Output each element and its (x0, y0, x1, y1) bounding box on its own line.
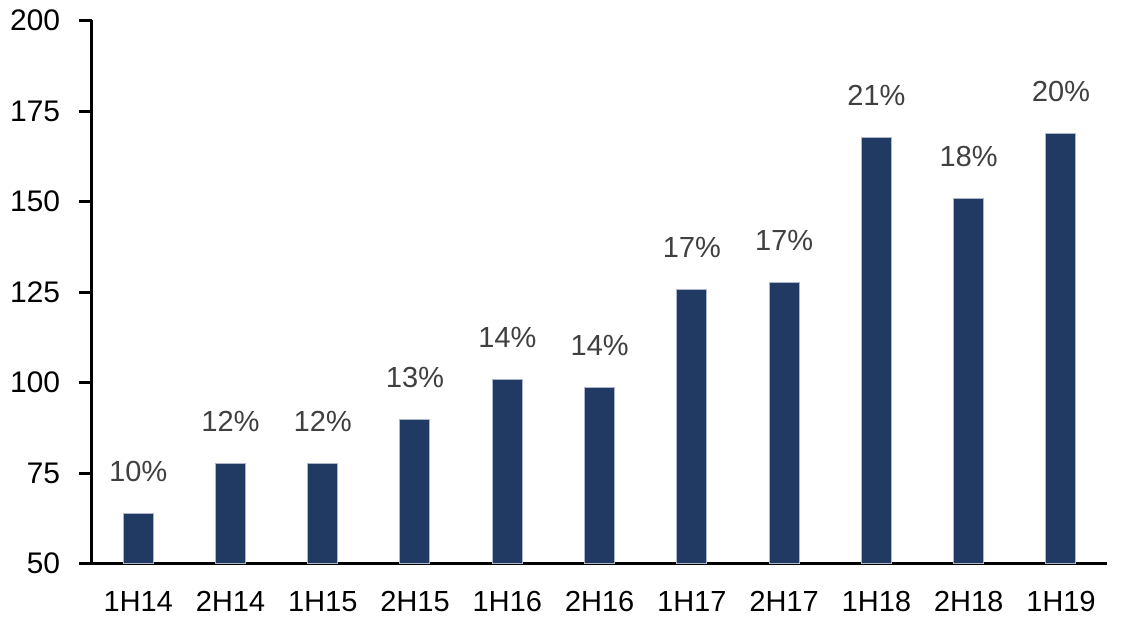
x-tick-label: 1H18 (841, 586, 911, 618)
x-tick-label: 2H14 (195, 586, 266, 618)
bar (122, 513, 154, 564)
x-tick-label: 1H17 (657, 586, 727, 618)
y-tick-label: 75 (26, 456, 60, 490)
bar-data-label: 10% (109, 456, 168, 489)
y-tick-mark (79, 19, 92, 22)
x-tick-label: 2H16 (564, 586, 635, 618)
bar-data-label: 17% (755, 224, 814, 257)
y-tick-mark (79, 109, 92, 113)
x-tick-label: 2H18 (933, 586, 1004, 618)
x-tick-label: 2H15 (380, 586, 450, 618)
y-tick-label: 175 (9, 94, 60, 128)
bar-data-label: 18% (939, 141, 998, 174)
bar-data-label: 20% (1031, 76, 1090, 109)
bar-data-label: 21% (847, 79, 906, 112)
bar (584, 386, 615, 564)
bar-data-label: 13% (385, 362, 444, 395)
bar (214, 462, 246, 564)
bar-data-label: 14% (570, 329, 629, 362)
x-tick-label: 1H15 (288, 586, 358, 618)
bar (953, 198, 985, 564)
bar (491, 379, 523, 564)
x-tick-label: 1H14 (103, 586, 173, 618)
x-tick-label: 1H19 (1026, 586, 1096, 618)
y-tick-mark (79, 381, 92, 384)
bar (307, 462, 339, 564)
bar-data-label: 17% (662, 231, 721, 264)
bar (399, 419, 431, 564)
y-tick-label: 200 (9, 4, 60, 37)
bar (1045, 133, 1077, 564)
bar (860, 136, 892, 564)
y-tick-label: 125 (9, 275, 60, 309)
y-tick-mark (79, 200, 92, 203)
bar-data-label: 12% (293, 405, 352, 438)
y-tick-mark (79, 562, 92, 565)
bar-data-label: 12% (201, 405, 260, 438)
x-tick-label: 1H16 (472, 586, 542, 618)
y-tick-mark (79, 290, 92, 294)
y-tick-label: 50 (26, 547, 60, 580)
y-tick-mark (79, 471, 92, 475)
y-tick-label: 150 (9, 185, 60, 218)
y-tick-label: 100 (9, 366, 60, 399)
bar (676, 288, 708, 564)
bar-data-label: 14% (478, 322, 537, 355)
x-tick-label: 2H17 (749, 586, 819, 618)
bar (768, 281, 800, 564)
